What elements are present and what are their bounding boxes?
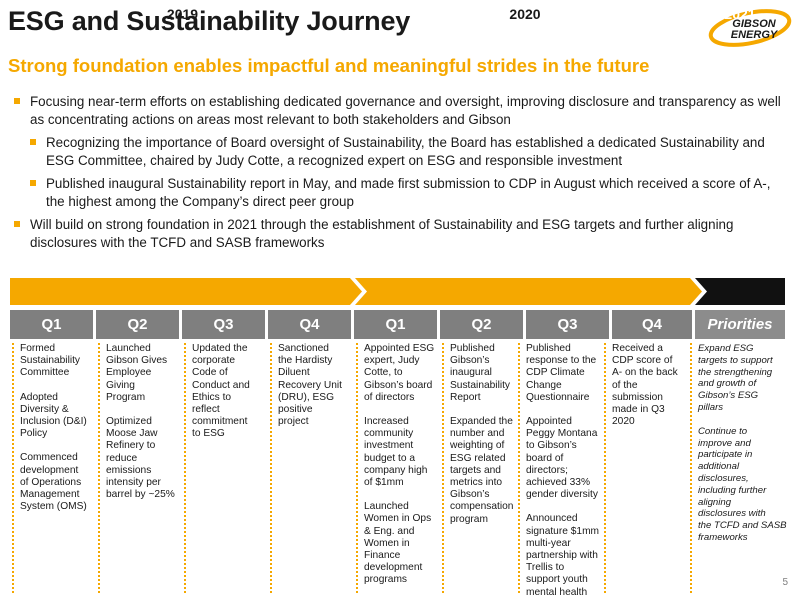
- bullet-item: Will build on strong foundation in 2021 …: [12, 216, 790, 251]
- timeline-column-2019-q4: Sanctioned the Hardisty Diluent Recovery…: [270, 343, 352, 593]
- svg-text:GIBSON: GIBSON: [732, 18, 776, 30]
- bullet-item: Focusing near-term efforts on establishi…: [12, 93, 790, 128]
- timeline-item: Announced signature $1mm multi-year part…: [526, 513, 600, 598]
- year-arrow-band: [10, 278, 785, 305]
- timeline-item: Expanded the number and weighting of ESG…: [450, 416, 514, 525]
- quarter-header: Q1: [354, 310, 437, 339]
- quarter-header: Q1: [10, 310, 93, 339]
- timeline-column-2019-q2: Launched Gibson Gives Employee Giving Pr…: [98, 343, 180, 593]
- timeline-item: Received a CDP score of A- on the back o…: [612, 343, 678, 428]
- timeline-column-2020-q2: Published Gibson’s inaugural Sustainabil…: [442, 343, 526, 593]
- timeline-column-priorities: Expand ESG targets to support the streng…: [690, 343, 788, 593]
- timeline-item: Updated the corporate Code of Conduct an…: [192, 343, 250, 440]
- svg-text:ENERGY: ENERGY: [731, 29, 779, 41]
- timeline-item: Published response to the CDP Climate Ch…: [526, 343, 597, 403]
- timeline-item: Launched Gibson Gives Employee Giving Pr…: [106, 343, 168, 403]
- gibson-energy-logo: GIBSON ENERGY: [708, 9, 792, 47]
- quarter-header: Q4: [268, 310, 351, 339]
- year-label-2021: 2021: [724, 5, 756, 22]
- quarter-header-row: Q1 Q2 Q3 Q4 Q1 Q2 Q3 Q4 Priorities: [10, 310, 785, 339]
- timeline-column-2020-q1: Appointed ESG expert, Judy Cotte, to Gib…: [356, 343, 440, 593]
- quarter-header: Q4: [612, 310, 692, 339]
- timeline-item: Appointed ESG expert, Judy Cotte, to Gib…: [364, 343, 435, 403]
- page-title: ESG and Sustainability Journey: [8, 6, 411, 36]
- page-subtitle: Strong foundation enables impactful and …: [8, 55, 650, 76]
- quarter-header: Q2: [440, 310, 523, 339]
- timeline-column-2019-q1: Formed Sustainability Committee Adopted …: [12, 343, 94, 593]
- timeline-item: Increased community investment budget to…: [364, 416, 428, 489]
- timeline-column-2020-q3: Published response to the CDP Climate Ch…: [518, 343, 610, 598]
- timeline-item: Optimized Moose Jaw Refinery to reduce e…: [106, 416, 175, 501]
- sub-bullet-item: Published inaugural Sustainability repor…: [28, 175, 790, 210]
- priority-item: Continue to improve and participate in a…: [698, 425, 787, 543]
- year-label-2020: 2020: [509, 5, 541, 22]
- timeline-item: Launched Women in Ops & Eng. and Women i…: [364, 501, 432, 586]
- year-label-2019: 2019: [166, 5, 199, 22]
- quarter-header: Q3: [182, 310, 265, 339]
- priorities-header: Priorities: [695, 310, 785, 339]
- timeline-column-2020-q4: Received a CDP score of A- on the back o…: [604, 343, 684, 593]
- timeline-item: Appointed Peggy Montana to Gibson’s boar…: [526, 416, 598, 501]
- bullet-list: Focusing near-term efforts on establishi…: [12, 93, 790, 257]
- timeline-item: Published Gibson’s inaugural Sustainabil…: [450, 343, 511, 403]
- timeline-item: Formed Sustainability Committee: [20, 343, 81, 379]
- timeline-item: Adopted Diversity & Inclusion (D&I) Poli…: [20, 391, 87, 440]
- timeline-column-2019-q3: Updated the corporate Code of Conduct an…: [184, 343, 266, 593]
- page-number: 5: [782, 577, 788, 588]
- sub-bullet-item: Recognizing the importance of Board over…: [28, 134, 790, 169]
- timeline-item: Sanctioned the Hardisty Diluent Recovery…: [278, 343, 342, 428]
- quarter-header: Q3: [526, 310, 609, 339]
- timeline-item: Commenced development of Operations Mana…: [20, 452, 87, 513]
- quarter-header: Q2: [96, 310, 179, 339]
- priority-item: Expand ESG targets to support the streng…: [698, 343, 773, 413]
